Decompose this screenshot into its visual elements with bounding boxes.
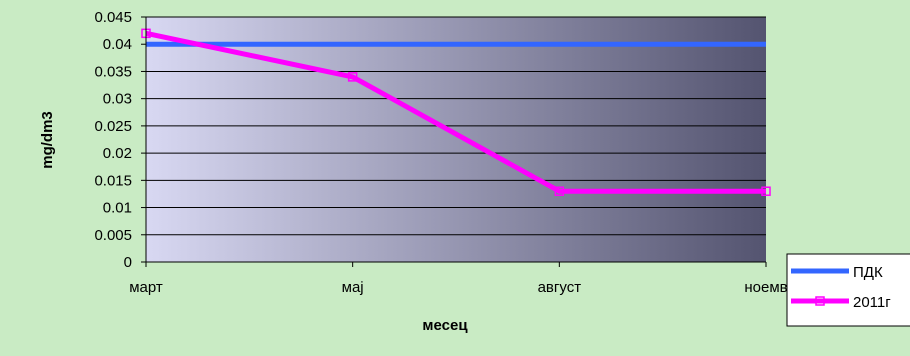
y-tick-label: 0.015 bbox=[94, 172, 132, 189]
y-tick-label: 0.045 bbox=[94, 9, 132, 26]
x-tick-label: август bbox=[538, 279, 582, 296]
x-tick-label: март bbox=[129, 279, 163, 296]
legend-marker-2011 bbox=[815, 296, 825, 306]
plot-area bbox=[146, 17, 766, 262]
x-tick-labels: март мај август ноемв bbox=[129, 262, 788, 296]
y-tick-label: 0.03 bbox=[103, 91, 132, 108]
data-point-marker bbox=[761, 186, 771, 196]
y-axis-title: mg/dm3 bbox=[39, 111, 56, 169]
legend-label-2011: 2011г bbox=[853, 294, 891, 311]
y-tick-label: 0.02 bbox=[103, 145, 132, 162]
legend: ПДК 2011г bbox=[786, 253, 910, 327]
y-tick-label: 0 bbox=[124, 254, 132, 271]
x-axis-title: месец bbox=[422, 317, 468, 334]
y-tick-label: 0.025 bbox=[94, 118, 132, 135]
data-point-marker bbox=[554, 186, 565, 196]
y-tick-label: 0.01 bbox=[103, 200, 132, 217]
y-tick-label: 0.035 bbox=[94, 63, 132, 80]
x-tick-label: мај bbox=[342, 279, 364, 296]
data-point-marker bbox=[347, 72, 358, 82]
series-line-1 bbox=[145, 30, 766, 194]
y-tick-label: 0.005 bbox=[94, 227, 132, 244]
legend-label-pdk: ПДК bbox=[853, 264, 883, 281]
legend-box bbox=[786, 253, 910, 327]
x-tick-label: ноемв bbox=[744, 279, 787, 296]
y-tick-labels: 0 0.005 0.01 0.015 0.02 0.025 0.03 0.035 0.04 0.0… bbox=[94, 9, 132, 271]
y-tick-label: 0.04 bbox=[103, 36, 132, 53]
